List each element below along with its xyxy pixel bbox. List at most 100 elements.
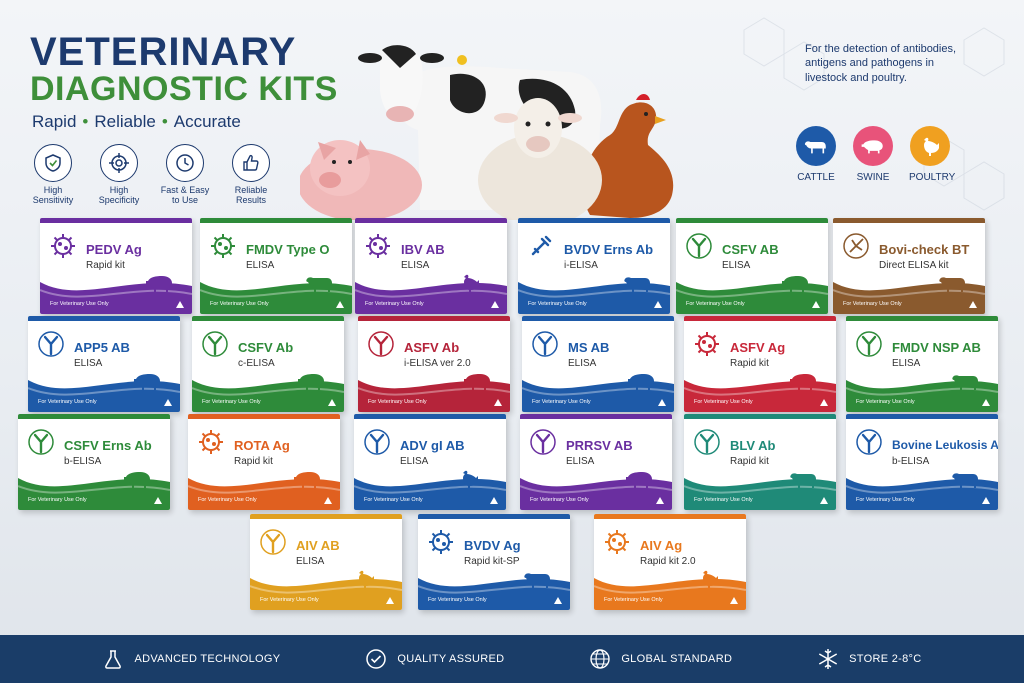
cow-icon bbox=[522, 568, 554, 590]
brand-triangle-icon bbox=[386, 597, 394, 604]
kit-logo-icon bbox=[209, 232, 237, 260]
shield-check-icon bbox=[45, 154, 61, 172]
footer-bar: ADVANCED TECHNOLOGY QUALITY ASSURED GLOB… bbox=[0, 635, 1024, 683]
kit-subtitle: ELISA bbox=[246, 260, 275, 271]
kit-box: IBV AB ELISA For Veterinary Use Only bbox=[355, 218, 507, 314]
kit-logo-icon bbox=[685, 232, 713, 260]
tagline-1: Rapid bbox=[32, 112, 77, 131]
kit-subtitle: Rapid kit bbox=[86, 260, 125, 271]
footer-item-quality: QUALITY ASSURED bbox=[365, 648, 504, 670]
brand-triangle-icon bbox=[336, 301, 344, 308]
kit-subtitle: ELISA bbox=[892, 358, 921, 369]
kit-box: Bovi-check BT Direct ELISA kit For Veter… bbox=[833, 218, 985, 314]
kit-box: CSFV Ab c-ELISA For Veterinary Use Only bbox=[192, 316, 344, 412]
chicken-icon bbox=[459, 272, 491, 294]
footer-label: GLOBAL STANDARD bbox=[621, 653, 733, 665]
sheep-image bbox=[478, 98, 602, 220]
brand-triangle-icon bbox=[176, 301, 184, 308]
kit-footer-text: For Veterinary Use Only bbox=[604, 597, 663, 603]
kit-box: APP5 AB ELISA For Veterinary Use Only bbox=[28, 316, 180, 412]
kit-logo-icon bbox=[531, 330, 559, 358]
kit-logo-icon bbox=[855, 330, 883, 358]
kit-name: AIV AB bbox=[296, 538, 340, 553]
kit-subtitle: b-ELISA bbox=[64, 456, 102, 467]
cow-icon bbox=[937, 272, 969, 294]
kit-footer-text: For Veterinary Use Only bbox=[50, 301, 109, 307]
kit-box: AIV Ag Rapid kit 2.0 For Veterinary Use … bbox=[594, 514, 746, 610]
kit-box: ADV gI AB ELISA For Veterinary Use Only bbox=[354, 414, 506, 510]
kit-name: MS AB bbox=[568, 340, 610, 355]
kit-box: BLV Ab Rapid kit For Veterinary Use Only bbox=[684, 414, 836, 510]
kit-footer-text: For Veterinary Use Only bbox=[686, 301, 745, 307]
brand-triangle-icon bbox=[154, 497, 162, 504]
kit-box: MS AB ELISA For Veterinary Use Only bbox=[522, 316, 674, 412]
brand-triangle-icon bbox=[982, 497, 990, 504]
kit-logo-icon bbox=[363, 428, 391, 456]
brand-triangle-icon bbox=[820, 399, 828, 406]
kit-logo-icon bbox=[693, 330, 721, 358]
chicken-icon bbox=[354, 568, 386, 590]
kit-logo-icon bbox=[855, 428, 883, 456]
kit-footer-text: For Veterinary Use Only bbox=[530, 497, 589, 503]
kit-name: ADV gI AB bbox=[400, 438, 465, 453]
kit-name: PEDV Ag bbox=[86, 242, 142, 257]
kit-footer-text: For Veterinary Use Only bbox=[210, 301, 269, 307]
kit-logo-icon bbox=[364, 232, 392, 260]
kit-logo-icon bbox=[201, 330, 229, 358]
kit-footer-text: For Veterinary Use Only bbox=[38, 399, 97, 405]
kit-subtitle: ELISA bbox=[296, 556, 325, 567]
species-label: CATTLE bbox=[797, 172, 835, 183]
kit-name: AIV Ag bbox=[640, 538, 683, 553]
chicken-icon bbox=[924, 137, 939, 156]
kit-box: CSFV Erns Ab b-ELISA For Veterinary Use … bbox=[18, 414, 170, 510]
kit-name: ROTA Ag bbox=[234, 438, 290, 453]
kit-footer-text: For Veterinary Use Only bbox=[365, 301, 424, 307]
kit-name: FMDV Type O bbox=[246, 242, 330, 257]
feature-fast: Fast & Easy to Use bbox=[156, 144, 214, 206]
kit-logo-icon bbox=[427, 528, 455, 556]
brand-triangle-icon bbox=[654, 301, 662, 308]
brand-triangle-icon bbox=[982, 399, 990, 406]
species-cattle: CATTLE bbox=[795, 126, 837, 183]
pig-icon bbox=[144, 272, 176, 294]
kit-subtitle: Rapid kit bbox=[234, 456, 273, 467]
kit-footer-text: For Veterinary Use Only bbox=[843, 301, 902, 307]
kit-footer-text: For Veterinary Use Only bbox=[694, 497, 753, 503]
tagline-2: Reliable bbox=[94, 112, 156, 131]
brand-triangle-icon bbox=[730, 597, 738, 604]
kit-subtitle: Rapid kit bbox=[730, 358, 769, 369]
brand-triangle-icon bbox=[820, 497, 828, 504]
cow-icon bbox=[950, 370, 982, 392]
kit-name: CSFV AB bbox=[722, 242, 779, 257]
kit-subtitle: Rapid kit 2.0 bbox=[640, 556, 696, 567]
kit-name: CSFV Erns Ab bbox=[64, 438, 152, 453]
kit-subtitle: ELISA bbox=[401, 260, 430, 271]
kit-logo-icon bbox=[27, 428, 55, 456]
globe-icon bbox=[590, 649, 611, 669]
cow-icon bbox=[304, 272, 336, 294]
cow-icon bbox=[804, 141, 826, 154]
feature-sensitivity: High Sensitivity bbox=[24, 144, 82, 206]
kit-subtitle: c-ELISA bbox=[238, 358, 275, 369]
species-poultry: POULTRY bbox=[909, 126, 955, 183]
feature-specificity: High Specificity bbox=[90, 144, 148, 206]
kit-footer-text: For Veterinary Use Only bbox=[694, 399, 753, 405]
kit-name: FMDV NSP AB bbox=[892, 340, 981, 355]
kit-footer-text: For Veterinary Use Only bbox=[28, 497, 87, 503]
kit-logo-icon bbox=[367, 330, 395, 358]
kit-subtitle: b-ELISA bbox=[892, 456, 930, 467]
pig-icon bbox=[788, 370, 820, 392]
pig-icon bbox=[296, 370, 328, 392]
flask-icon bbox=[105, 650, 122, 669]
kit-box: FMDV Type O ELISA For Veterinary Use Onl… bbox=[200, 218, 352, 314]
footer-item-technology: ADVANCED TECHNOLOGY bbox=[102, 648, 280, 670]
kit-subtitle: Rapid kit-SP bbox=[464, 556, 520, 567]
kit-box: PRRSV AB ELISA For Veterinary Use Only bbox=[520, 414, 672, 510]
cow-icon bbox=[950, 468, 982, 490]
kit-box: BVDV Ag Rapid kit-SP For Veterinary Use … bbox=[418, 514, 570, 610]
brand-triangle-icon bbox=[490, 497, 498, 504]
chicken-icon bbox=[458, 468, 490, 490]
kit-logo-icon bbox=[49, 232, 77, 260]
brand-triangle-icon bbox=[164, 399, 172, 406]
feature-label: High Sensitivity bbox=[32, 185, 74, 205]
